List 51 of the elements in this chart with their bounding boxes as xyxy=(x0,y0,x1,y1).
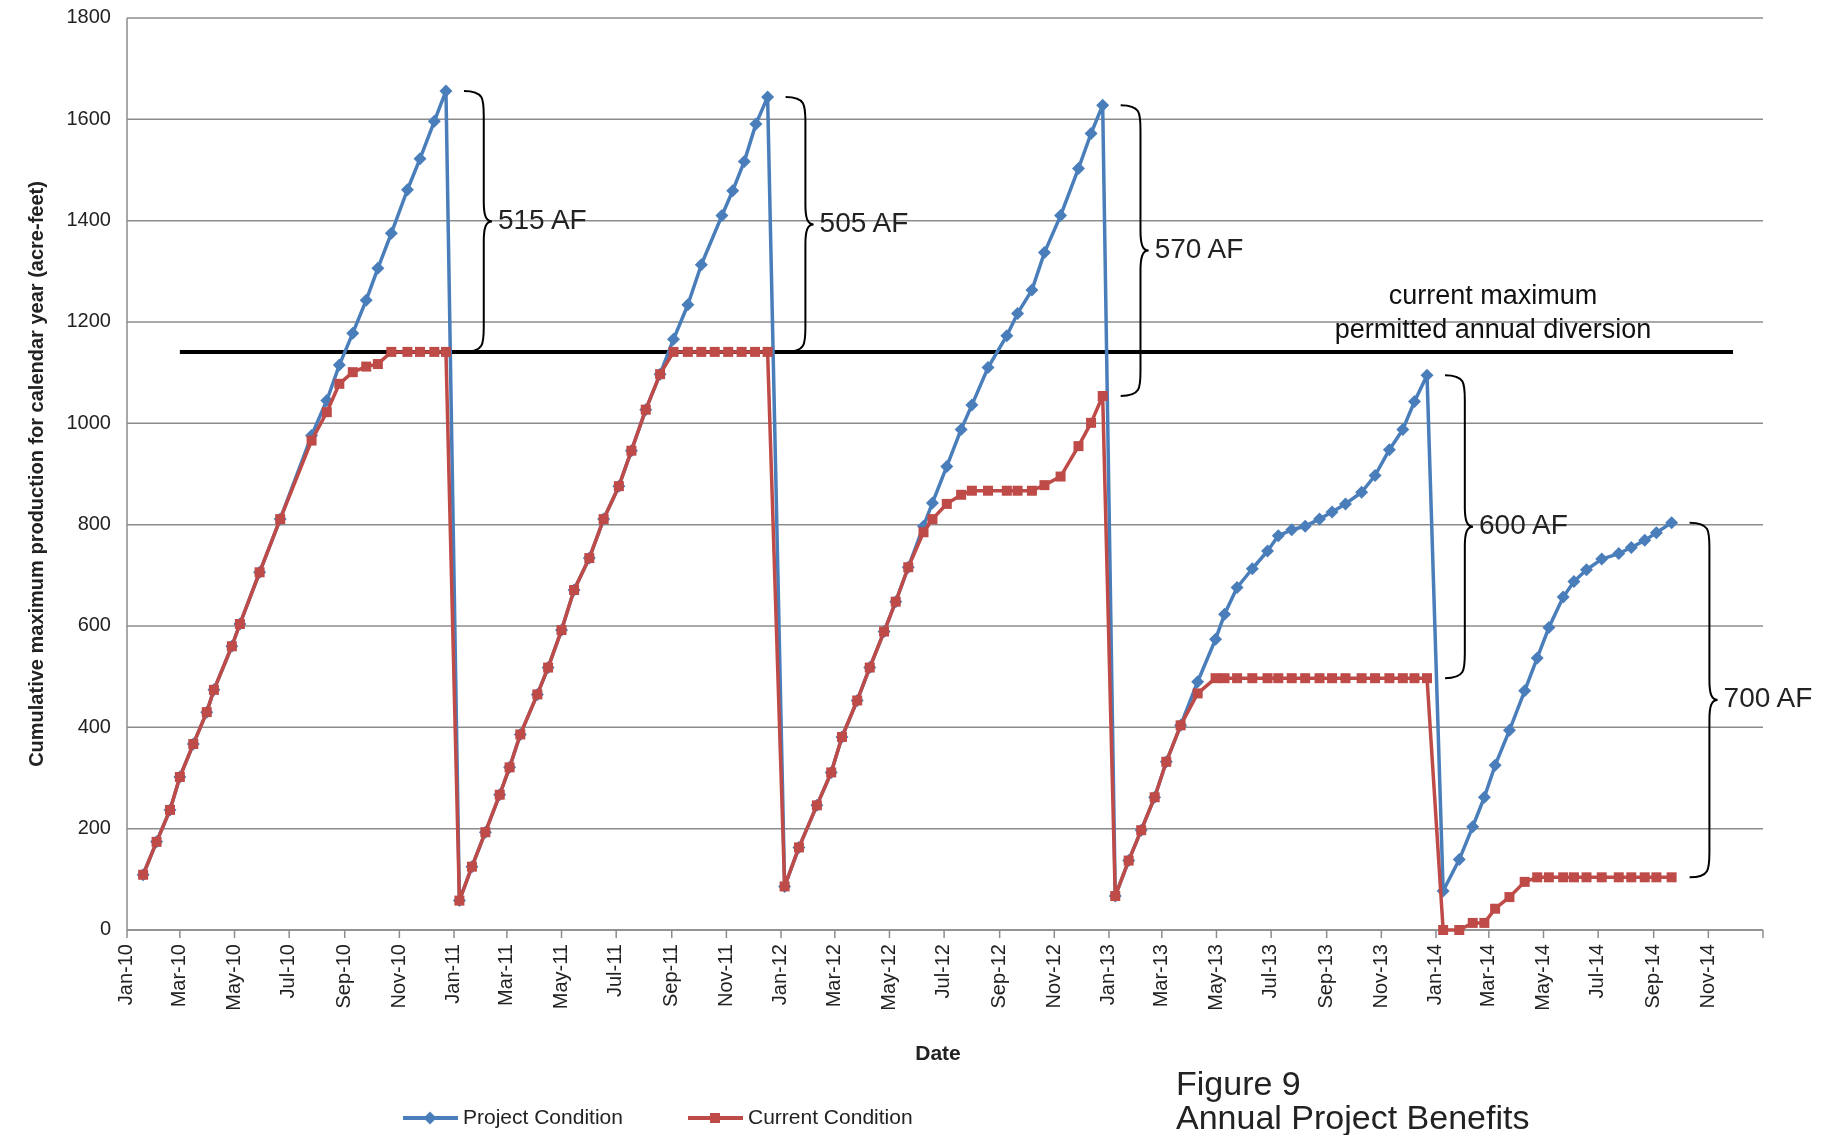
x-tick-label: Mar-10 xyxy=(167,944,190,1008)
annotation: 505 AF xyxy=(819,206,909,238)
x-tick-label: May-10 xyxy=(221,944,244,1011)
x-tick-label: Nov-13 xyxy=(1368,944,1391,1009)
x-tick-label: Jul-12 xyxy=(931,944,954,999)
x-tick-label: May-11 xyxy=(548,944,571,1010)
x-tick-label: Sep-11 xyxy=(659,944,682,1008)
y-tick-label: 1600 xyxy=(66,106,111,129)
y-tick-label: 600 xyxy=(77,613,111,636)
x-tick-label: Jan-12 xyxy=(768,944,791,1006)
y-tick-label: 1200 xyxy=(66,309,111,332)
y-tick-label: 0 xyxy=(99,917,111,940)
y-tick-label: 1800 xyxy=(66,5,111,28)
x-tick-label: May-13 xyxy=(1203,944,1226,1011)
legend-label: Project Condition xyxy=(463,1104,623,1128)
x-tick-label: Mar-13 xyxy=(1149,944,1172,1008)
x-tick-label: Jan-13 xyxy=(1096,944,1119,1006)
annotation: 515 AF xyxy=(497,203,587,235)
x-tick-label: Jul-10 xyxy=(276,944,299,999)
y-tick-label: 400 xyxy=(77,714,111,737)
x-tick-label: Mar-14 xyxy=(1476,944,1499,1008)
annotation: 600 AF xyxy=(1479,509,1568,541)
x-tick-label: Mar-11 xyxy=(494,944,517,1006)
x-tick-label: Nov-12 xyxy=(1041,944,1064,1009)
y-tick-label: 200 xyxy=(77,815,111,838)
x-tick-label: Sep-13 xyxy=(1313,944,1336,1009)
x-tick-label: May-12 xyxy=(876,944,899,1011)
ref-line-label: current maximum permitted annual diversion xyxy=(1334,279,1652,344)
x-tick-label: Jul-13 xyxy=(1258,944,1281,999)
x-tick-label: Sep-12 xyxy=(986,944,1009,1009)
y-tick-label: 1400 xyxy=(66,207,111,230)
x-tick-label: Mar-12 xyxy=(822,944,845,1008)
x-tick-label: Jul-14 xyxy=(1585,944,1608,999)
x-tick-label: Jan-14 xyxy=(1423,944,1446,1006)
y-tick-label: 800 xyxy=(77,511,111,534)
x-tick-label: Nov-10 xyxy=(386,944,409,1009)
text: Figure 9 xyxy=(1176,1064,1301,1102)
legend-label: Current Condition xyxy=(748,1104,913,1128)
x-tick-label: Sep-10 xyxy=(332,944,354,1009)
x-tick-label: May-14 xyxy=(1530,944,1553,1011)
x-axis-title: Date xyxy=(915,1041,961,1064)
x-tick-label: Nov-14 xyxy=(1695,944,1718,1009)
x-tick-label: Jan-11 xyxy=(441,944,464,1004)
annotation: 700 AF xyxy=(1723,682,1813,714)
x-tick-label: Jan-10 xyxy=(114,944,137,1006)
x-tick-label: Nov-11 xyxy=(713,944,736,1007)
y-axis-title: Cumulative maximum production for calendar year (acre-feet) xyxy=(25,181,48,767)
y-tick-label: 1000 xyxy=(66,410,111,433)
annotation: 570 AF xyxy=(1154,232,1244,264)
x-tick-label: Jul-11 xyxy=(603,944,626,997)
x-tick-label: Sep-14 xyxy=(1640,944,1663,1009)
